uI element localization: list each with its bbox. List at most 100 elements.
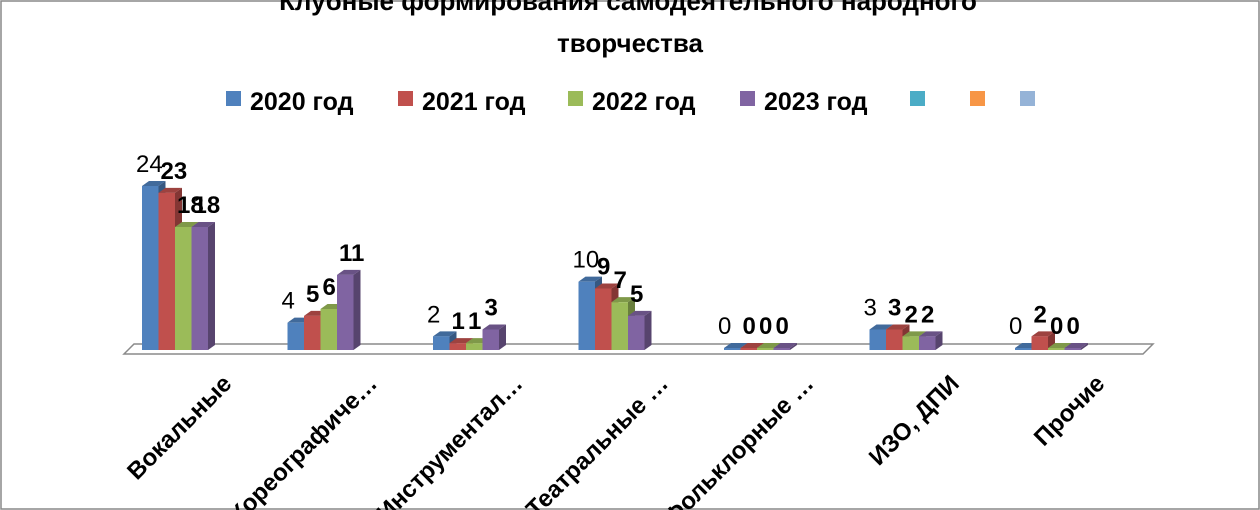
- bar-side: [644, 310, 652, 350]
- bar-front: [757, 348, 774, 350]
- bar-7-4: [1064, 343, 1088, 350]
- bar-front: [1015, 348, 1032, 350]
- data-label-1-2: 23: [161, 158, 188, 185]
- bar-front: [449, 343, 466, 350]
- data-label-5-1: 0: [718, 313, 731, 340]
- bar-front: [287, 322, 304, 350]
- data-label-3-1: 2: [427, 301, 440, 328]
- data-label-4-3: 7: [614, 267, 627, 294]
- bar-front: [919, 336, 936, 350]
- data-label-2-4: 11: [339, 240, 364, 267]
- bar-top: [902, 331, 926, 337]
- data-label-1-3: 18: [177, 192, 204, 219]
- bar-front: [433, 336, 450, 350]
- bar-front: [869, 329, 886, 350]
- data-label-7-1: 0: [1009, 313, 1022, 340]
- bar-top: [595, 283, 619, 289]
- bar-top: [611, 297, 635, 303]
- bar-top: [724, 343, 748, 348]
- legend-swatch-1: [226, 91, 241, 106]
- bar-front: [773, 348, 790, 350]
- bar-front: [1048, 348, 1065, 350]
- bar-top: [869, 324, 893, 330]
- bar-top: [1031, 331, 1055, 337]
- bar-top: [191, 222, 215, 227]
- data-label-4-4: 5: [630, 281, 643, 308]
- bar-side: [208, 222, 215, 350]
- bar-top: [142, 181, 166, 186]
- bar-6-4: [919, 331, 943, 350]
- bar-4-4: [628, 310, 652, 350]
- bar-top: [482, 324, 506, 330]
- bar-front: [1031, 336, 1048, 350]
- bar-front: [611, 302, 628, 350]
- bar-top: [773, 343, 797, 348]
- bar-front: [191, 227, 208, 350]
- bar-top: [337, 269, 361, 275]
- bar-side: [499, 324, 506, 350]
- bar-front: [482, 329, 499, 350]
- bar-side: [790, 343, 797, 350]
- data-label-6-2: 3: [888, 295, 901, 322]
- bar-top: [175, 222, 199, 227]
- data-label-2-2: 5: [306, 281, 319, 308]
- chart-title-line1: Клубные формирования самодеятельного нар…: [279, 0, 977, 16]
- legend-swatch-2: [398, 91, 413, 106]
- legend-swatch-extra-3: [1020, 91, 1035, 106]
- legend-label-2: 2021 год: [422, 88, 526, 116]
- data-label-7-2: 2: [1034, 301, 1047, 328]
- data-label-6-1: 3: [864, 295, 877, 322]
- data-label-6-3: 2: [905, 301, 918, 328]
- data-label-4-1: 10: [573, 247, 600, 274]
- bar-top: [757, 343, 781, 348]
- bar-side: [353, 269, 361, 350]
- chart-title-line2: творчества: [557, 28, 704, 58]
- legend-swatch-3: [568, 91, 583, 106]
- bar-side: [935, 331, 943, 350]
- bar-front: [724, 348, 741, 350]
- data-label-4-2: 9: [597, 254, 610, 281]
- bar-top: [886, 324, 910, 330]
- bar-top: [433, 331, 457, 337]
- bar-front: [886, 329, 903, 350]
- data-label-3-2: 1: [452, 308, 465, 335]
- bar-top: [919, 331, 943, 337]
- bar-front: [740, 348, 757, 350]
- data-label-5-2: 0: [743, 313, 756, 340]
- legend-label-1: 2020 год: [250, 88, 354, 116]
- legend-swatch-extra-1: [910, 91, 925, 106]
- bar-front: [578, 281, 595, 350]
- bar-top: [628, 310, 652, 316]
- bar-top: [578, 276, 602, 282]
- bar-front: [142, 186, 159, 350]
- data-label-3-3: 1: [468, 308, 481, 335]
- bar-top: [158, 187, 182, 193]
- bar-1-4: [191, 222, 215, 350]
- bar-front: [595, 288, 612, 350]
- bar-3-4: [482, 324, 506, 350]
- bar-front: [466, 343, 483, 350]
- bar-front: [337, 274, 354, 350]
- bar-top: [1064, 343, 1088, 348]
- legend-label-3: 2022 год: [592, 88, 696, 116]
- bar-front: [1064, 348, 1081, 350]
- bar-front: [175, 227, 192, 350]
- bar-front: [158, 192, 175, 350]
- bar-front: [320, 309, 337, 350]
- data-label-2-3: 6: [323, 274, 336, 301]
- bar-5-4: [773, 343, 797, 350]
- legend-label-4: 2023 год: [764, 88, 868, 116]
- bars: [142, 181, 1088, 350]
- legend: 2020 год 2021 год 2022 год 2023 год: [226, 88, 1035, 116]
- bar-top: [449, 338, 473, 344]
- data-label-7-4: 0: [1067, 313, 1080, 340]
- data-label-5-4: 0: [776, 313, 789, 340]
- data-label-3-4: 3: [485, 295, 498, 322]
- data-label-1-4: 18: [194, 192, 221, 219]
- bar-top: [1048, 343, 1072, 348]
- legend-swatch-extra-2: [970, 91, 985, 106]
- bar-front: [628, 315, 645, 350]
- data-label-1-1: 24: [136, 151, 163, 178]
